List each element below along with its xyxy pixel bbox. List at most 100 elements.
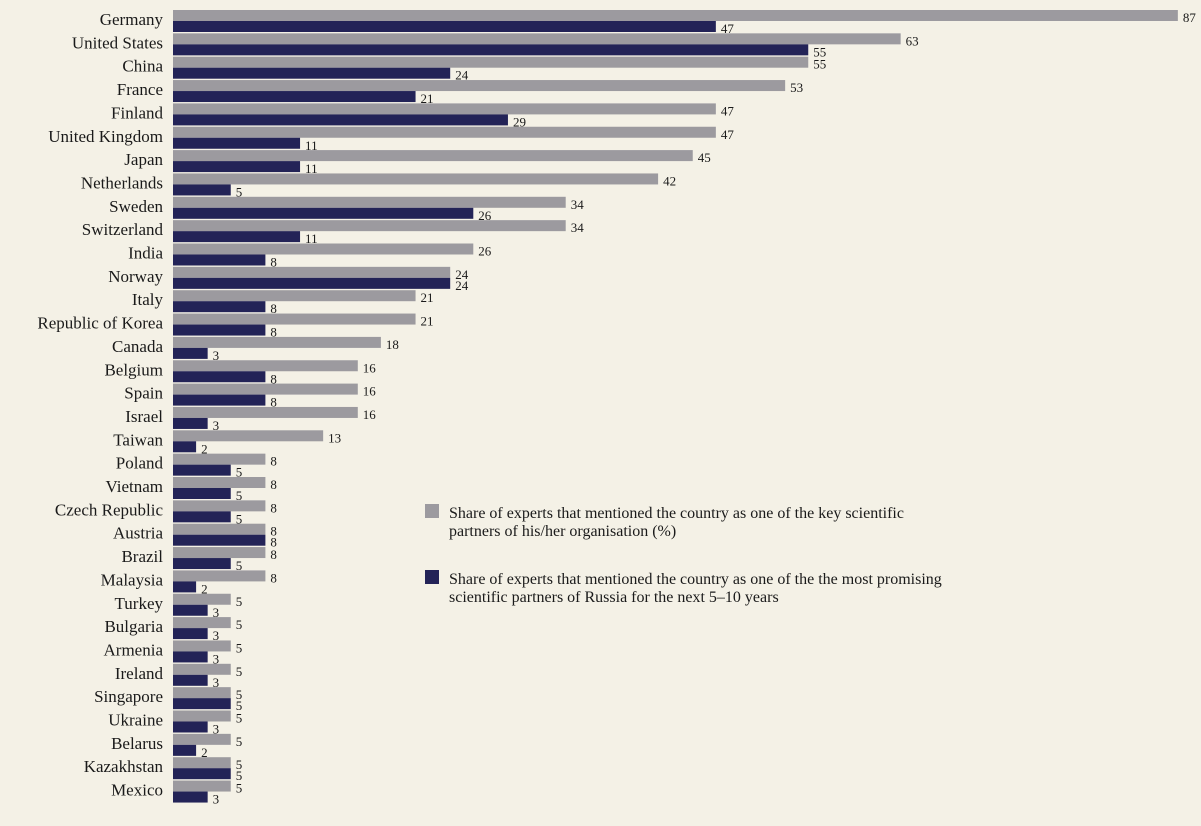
bar-key-partners — [173, 523, 266, 535]
category-label: Vietnam — [105, 477, 163, 496]
bar-value-label: 8 — [270, 547, 277, 562]
category-label: Ireland — [115, 664, 164, 683]
bar-promising-partners — [173, 324, 266, 336]
bar-key-partners — [173, 33, 901, 45]
bar-value-label: 2 — [201, 441, 208, 456]
bar-value-label: 8 — [270, 570, 277, 585]
bar-value-label: 11 — [305, 138, 318, 153]
bar-key-partners — [173, 757, 231, 769]
bar-value-label: 29 — [513, 114, 526, 129]
bar-value-label: 3 — [213, 348, 220, 363]
category-label: Turkey — [115, 594, 164, 613]
bar-promising-partners — [173, 581, 197, 593]
legend-label: Share of experts that mentioned the coun… — [449, 505, 904, 522]
category-label: Ukraine — [108, 711, 163, 730]
bar-key-partners — [173, 640, 231, 652]
bar-value-label: 24 — [455, 68, 469, 83]
bar-promising-partners — [173, 417, 208, 429]
bar-promising-partners — [173, 511, 231, 523]
bar-value-label: 8 — [270, 535, 277, 550]
bar-promising-partners — [173, 277, 451, 289]
legend-label: Share of experts that mentioned the coun… — [449, 571, 942, 588]
bar-value-label: 5 — [236, 465, 243, 480]
category-label: Netherlands — [81, 173, 163, 192]
category-label: Finland — [111, 103, 163, 122]
bar-value-label: 16 — [363, 407, 377, 422]
bar-key-partners — [173, 383, 358, 395]
bar-value-label: 13 — [328, 430, 341, 445]
bar-value-label: 2 — [201, 745, 208, 760]
bar-value-label: 5 — [236, 594, 243, 609]
bar-key-partners — [173, 570, 266, 582]
bar-value-label: 5 — [236, 687, 243, 702]
category-label: Brazil — [121, 547, 163, 566]
category-label: Sweden — [109, 197, 163, 216]
bar-key-partners — [173, 733, 231, 745]
bar-promising-partners — [173, 207, 474, 219]
category-label: Spain — [124, 384, 163, 403]
category-label: Austria — [113, 524, 164, 543]
bar-key-partners — [173, 360, 358, 372]
legend-swatch-key-partners — [425, 504, 439, 518]
category-label: Poland — [116, 454, 164, 473]
bar-key-partners — [173, 336, 381, 348]
bar-value-label: 47 — [721, 103, 735, 118]
bar-key-partners — [173, 500, 266, 512]
bar-value-label: 5 — [236, 781, 243, 796]
bar-promising-partners — [173, 698, 231, 710]
bar-value-label: 8 — [270, 255, 277, 270]
bar-value-label: 24 — [455, 278, 469, 293]
bar-value-label: 42 — [663, 173, 676, 188]
bar-promising-partners — [173, 114, 508, 126]
category-label: Switzerland — [82, 220, 164, 239]
bar-value-label: 11 — [305, 161, 318, 176]
bar-value-label: 3 — [213, 675, 220, 690]
bar-value-label: 47 — [721, 127, 735, 142]
category-label: Germany — [100, 10, 164, 29]
bar-value-label: 8 — [270, 325, 277, 340]
bar-key-partners — [173, 710, 231, 722]
bar-key-partners — [173, 10, 1178, 21]
bar-value-label: 5 — [236, 640, 243, 655]
legend-swatch-promising-partners — [425, 570, 439, 584]
bar-value-label: 55 — [813, 44, 826, 59]
bar-value-label: 21 — [421, 91, 434, 106]
bar-value-label: 5 — [236, 664, 243, 679]
bar-value-label: 8 — [270, 454, 277, 469]
bar-key-partners — [173, 196, 566, 208]
category-label: Norway — [108, 267, 163, 286]
bar-promising-partners — [173, 67, 451, 79]
bar-value-label: 24 — [455, 267, 469, 282]
bar-promising-partners — [173, 44, 809, 56]
bar-value-label: 34 — [571, 197, 585, 212]
category-label: Republic of Korea — [37, 314, 163, 333]
bar-value-label: 8 — [270, 371, 277, 386]
category-label: Israel — [125, 407, 163, 426]
bar-promising-partners — [173, 254, 266, 266]
category-label: Malaysia — [101, 570, 164, 589]
bar-value-label: 3 — [213, 605, 220, 620]
bar-value-label: 5 — [236, 184, 243, 199]
bar-key-partners — [173, 663, 231, 675]
bar-value-label: 8 — [270, 477, 277, 492]
bar-key-partners — [173, 150, 693, 162]
bar-value-label: 11 — [305, 231, 318, 246]
category-label: Belgium — [104, 360, 163, 379]
bar-value-label: 8 — [270, 500, 277, 515]
bar-value-label: 5 — [236, 558, 243, 573]
bar-value-label: 16 — [363, 360, 377, 375]
bar-value-label: 3 — [213, 651, 220, 666]
category-label: Taiwan — [113, 430, 163, 449]
bar-promising-partners — [173, 231, 301, 243]
bar-key-partners — [173, 290, 416, 302]
category-label: Bulgaria — [104, 617, 163, 636]
bar-value-label: 21 — [421, 314, 434, 329]
bar-key-partners — [173, 687, 231, 699]
bar-key-partners — [173, 477, 266, 488]
bar-value-label: 45 — [698, 150, 711, 165]
bar-promising-partners — [173, 21, 716, 32]
bar-promising-partners — [173, 301, 266, 313]
bar-value-label: 3 — [213, 792, 220, 807]
